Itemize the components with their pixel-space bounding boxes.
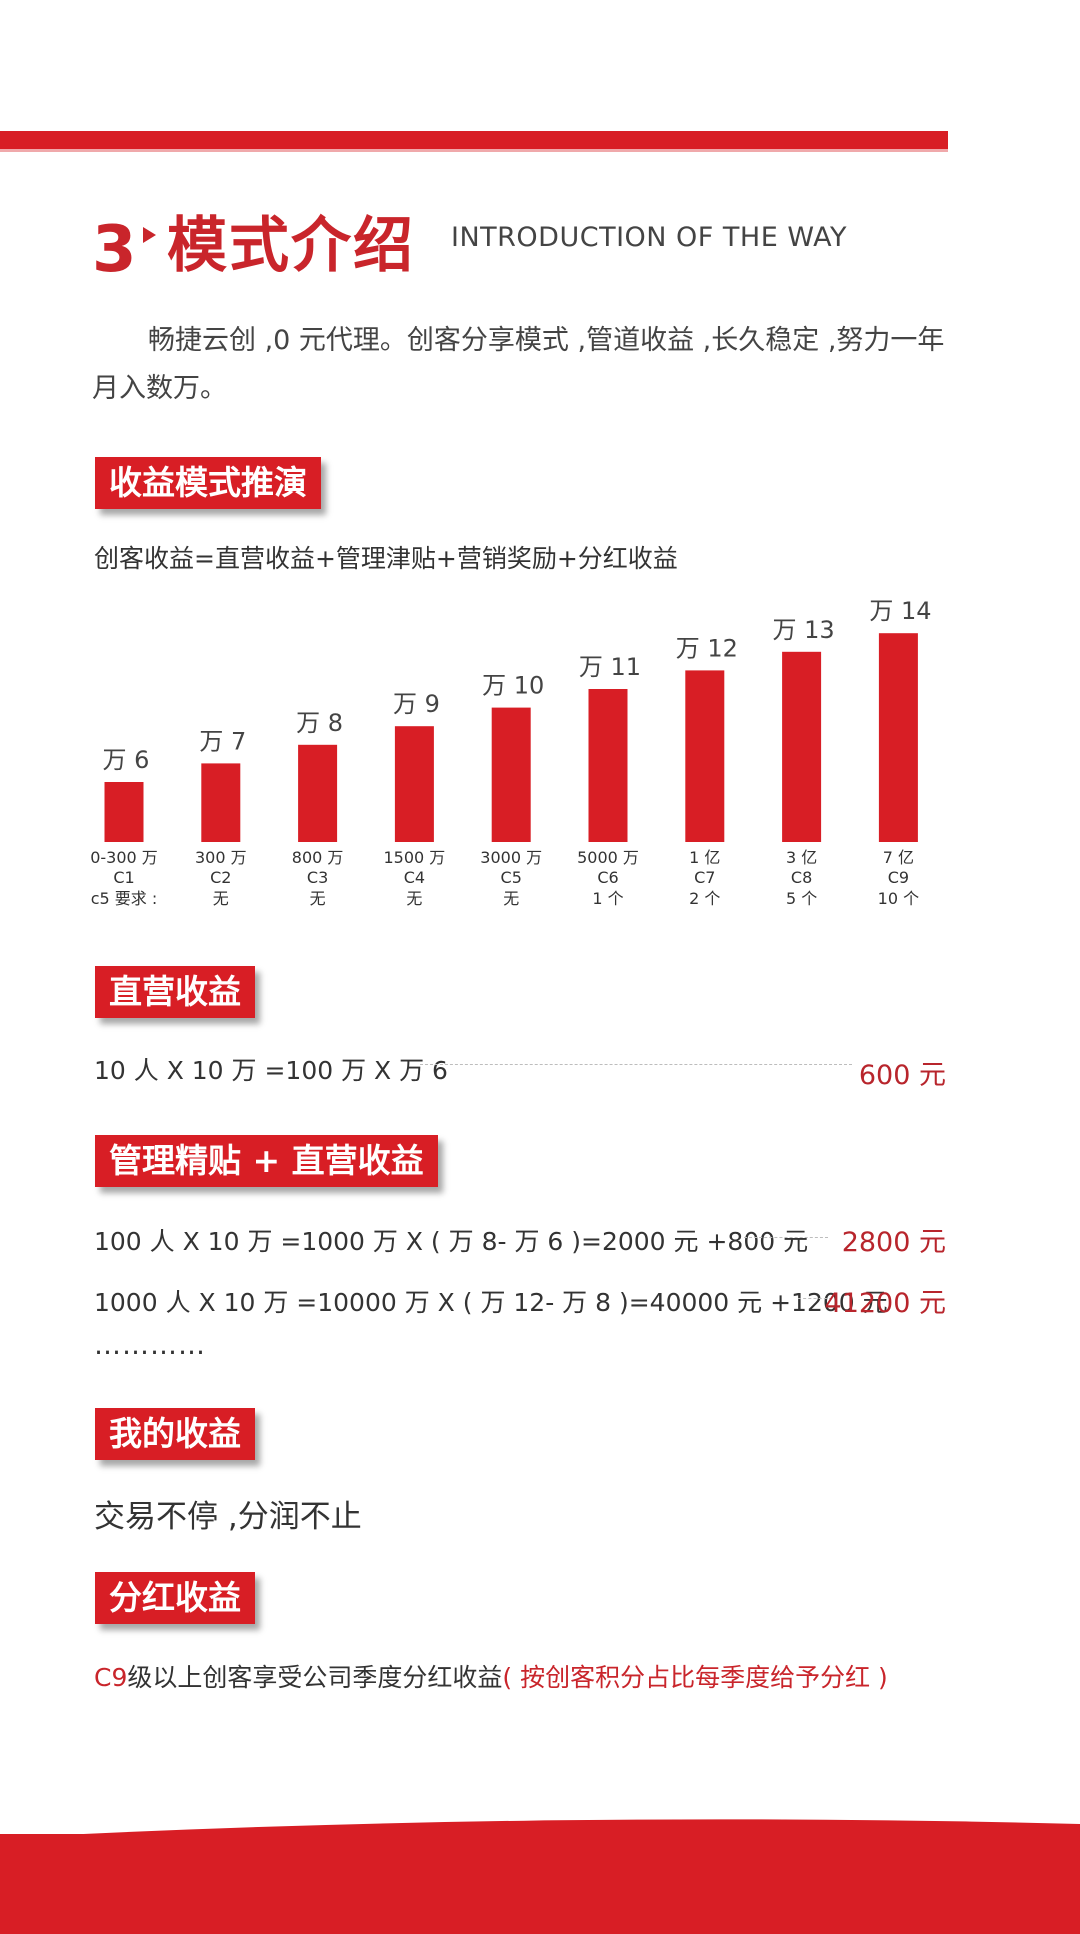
intro-paragraph: 畅捷云创 ,0 元代理。创客分享模式 ,管道收益 ,长久稳定 ,努力一年月入数万… <box>92 325 945 404</box>
dividend-text: 级以上创客享受公司季度分红收益 <box>127 1663 503 1692</box>
bar-value-label: 万 13 <box>773 616 835 644</box>
requirement-label: 无 <box>213 889 229 908</box>
direct-income-line: 10 人 X 10 万 =100 万 X 万 6 <box>94 1056 448 1085</box>
my-income-text: 交易不停 ,分润不止 <box>94 1499 362 1535</box>
requirement-label: c5 要求 : <box>91 889 158 908</box>
requirement-label: 无 <box>406 889 422 908</box>
volume-label: 300 万 <box>195 848 247 867</box>
dashed-leader <box>798 1298 832 1299</box>
volume-label: 1500 万 <box>383 848 445 867</box>
requirement-label: 无 <box>310 889 326 908</box>
section-number: 3 <box>92 213 137 287</box>
category-label: C9 <box>888 868 909 887</box>
bar-value-label: 万 11 <box>579 653 641 681</box>
management-line-2: 1000 人 X 10 万 =10000 万 X ( 万 12- 万 8 )=4… <box>94 1288 888 1317</box>
bar-value-label: 万 12 <box>676 634 738 662</box>
category-label: C3 <box>307 868 328 887</box>
volume-label: 3000 万 <box>480 848 542 867</box>
bar-C6 <box>588 689 628 842</box>
management-line-1: 100 人 X 10 万 =1000 万 X ( 万 8- 万 6 )=2000… <box>94 1227 809 1256</box>
volume-label: 1 亿 <box>689 848 720 867</box>
bar-C3 <box>298 744 338 842</box>
volume-label: 5000 万 <box>577 848 639 867</box>
management-tag: 管理精贴 + 直营收益 <box>95 1135 438 1187</box>
category-label: C5 <box>501 868 522 887</box>
volume-label: 3 亿 <box>786 848 817 867</box>
volume-label: 0-300 万 <box>90 848 158 867</box>
bar-value-label: 万 9 <box>393 690 440 718</box>
bar-C9 <box>878 633 918 842</box>
management-value-1: 2800 元 <box>841 1227 946 1258</box>
category-label: C8 <box>791 868 812 887</box>
dividend-note: ( 按创客积分占比每季度给予分红 ) <box>502 1663 888 1692</box>
triangle-icon <box>143 227 156 243</box>
dividend-line: C9级以上创客享受公司季度分红收益( 按创客积分占比每季度给予分红 ) <box>94 1658 888 1694</box>
volume-label: 7 亿 <box>883 848 914 867</box>
bar-value-label: 万 7 <box>199 727 246 755</box>
bar-C8 <box>782 651 822 842</box>
requirement-label: 2 个 <box>689 889 720 908</box>
bar-C5 <box>491 707 531 842</box>
income-formula: 创客收益=直营收益+管理津贴+营销奖励+分红收益 <box>94 544 678 573</box>
my-income-tag: 我的收益 <box>95 1408 255 1460</box>
income-bar-chart: 万 6 0-300 万C1 c5 要求 : 万 7 300 万C2 无 万 8 800 万C3… <box>90 597 931 908</box>
dividend-tag: 分红收益 <box>95 1572 255 1624</box>
category-label: C6 <box>597 868 618 887</box>
category-label: C1 <box>113 868 134 887</box>
income-model-tag: 收益模式推演 <box>95 457 321 509</box>
section-title: 模式介绍 <box>167 211 415 281</box>
requirement-label: 10 个 <box>878 889 919 908</box>
bottom-red-band <box>0 1834 1080 1934</box>
direct-income-tag: 直营收益 <box>95 966 255 1018</box>
direct-income-value: 600 元 <box>858 1060 946 1091</box>
requirement-label: 无 <box>503 889 519 908</box>
volume-label: 800 万 <box>292 848 344 867</box>
category-label: C2 <box>210 868 231 887</box>
bar-value-label: 万 10 <box>482 672 544 700</box>
ellipsis: ………… <box>94 1330 206 1361</box>
bar-C2 <box>201 763 241 842</box>
dashed-leader <box>744 1237 828 1238</box>
dashed-leader <box>420 1064 852 1065</box>
section-subtitle: INTRODUCTION OF THE WAY <box>451 222 847 253</box>
requirement-label: 1 个 <box>592 889 623 908</box>
bar-value-label: 万 6 <box>103 746 150 774</box>
top-red-bar-shadow <box>0 149 948 152</box>
top-red-bar <box>0 131 948 149</box>
category-label: C4 <box>404 868 425 887</box>
management-value-2: 41200 元 <box>824 1288 946 1319</box>
category-label: C7 <box>694 868 715 887</box>
bar-C1 <box>104 782 144 842</box>
bar-C4 <box>394 726 434 842</box>
bar-value-label: 万 8 <box>296 709 343 737</box>
bar-C7 <box>685 670 725 842</box>
dividend-level: C9 <box>94 1663 128 1692</box>
bar-value-label: 万 14 <box>869 597 931 625</box>
requirement-label: 5 个 <box>786 889 817 908</box>
